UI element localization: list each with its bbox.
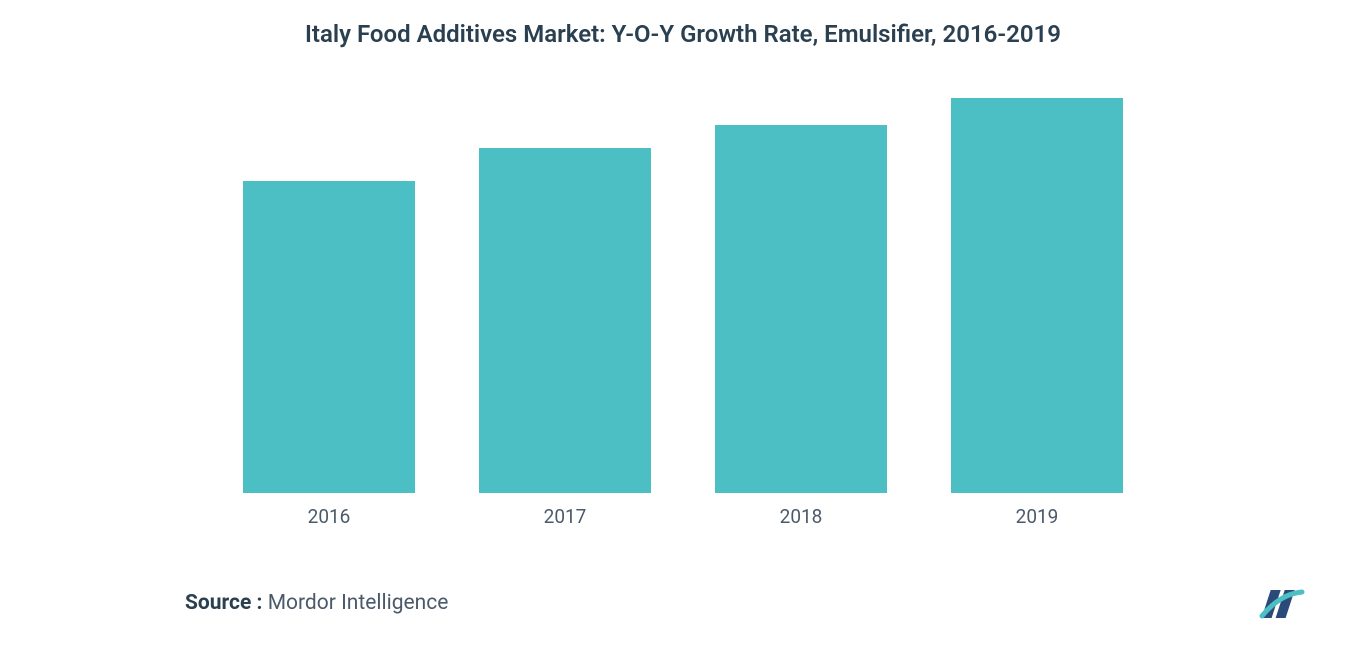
bar-2019 — [951, 98, 1123, 493]
bar-2017 — [479, 148, 651, 493]
bar-2018 — [715, 125, 887, 493]
footer: Source : Mordor Intelligence — [185, 586, 1306, 620]
chart-container: Italy Food Additives Market: Y-O-Y Growt… — [0, 0, 1366, 655]
x-label: 2019 — [951, 505, 1123, 528]
bar-2016 — [243, 181, 415, 493]
source-attribution: Source : Mordor Intelligence — [185, 591, 448, 615]
x-label: 2018 — [715, 505, 887, 528]
bar-group — [715, 125, 887, 493]
x-label: 2016 — [243, 505, 415, 528]
source-label: Source : — [185, 591, 262, 615]
bar-group — [951, 98, 1123, 493]
source-text: Mordor Intelligence — [268, 591, 449, 615]
x-label: 2017 — [479, 505, 651, 528]
x-axis-labels: 2016 2017 2018 2019 — [213, 505, 1153, 528]
logo-svg — [1256, 586, 1306, 620]
bar-group — [243, 181, 415, 493]
mordor-logo-icon — [1256, 586, 1306, 620]
plot-area — [213, 98, 1153, 493]
chart-title: Italy Food Additives Market: Y-O-Y Growt… — [40, 20, 1326, 48]
bar-group — [479, 148, 651, 493]
